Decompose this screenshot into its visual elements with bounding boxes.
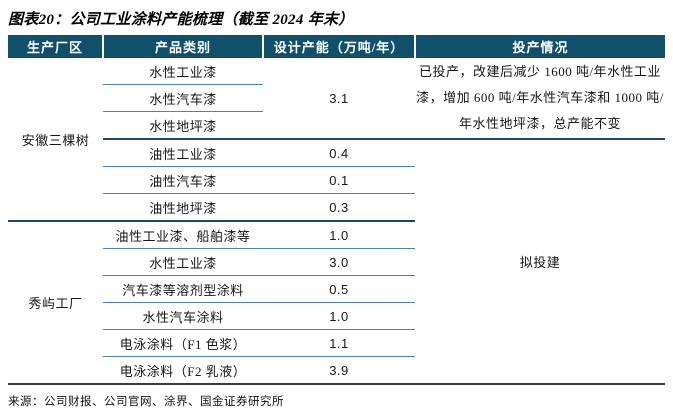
table-row: 油性汽车漆 0.1 <box>8 166 665 194</box>
capacity-cell: 1.0 <box>263 221 415 249</box>
capacity-table: 生产厂区 产品类别 设计产能（万吨/年） 投产情况 安徽三棵树 水性工业漆 3.… <box>8 35 665 385</box>
plant-cell: 安徽三棵树 <box>8 58 103 222</box>
plant-cell: 秀屿工厂 <box>28 296 83 311</box>
capacity-cell: 0.4 <box>263 139 415 167</box>
table-header-row: 生产厂区 产品类别 设计产能（万吨/年） 投产情况 <box>8 35 665 58</box>
table-row: 水性工业漆 3.0 <box>8 248 665 276</box>
product-cell: 汽车漆等溶剂型涂料 <box>103 275 263 303</box>
product-cell: 电泳涂料（F1 色浆） <box>103 329 263 357</box>
capacity-cell: 3.9 <box>329 362 349 378</box>
table-row: 安徽三棵树 水性工业漆 3.1 已投产，改建后减少 1600 吨/年水性工业漆，… <box>8 58 665 222</box>
capacity-cell: 1.1 <box>263 329 415 357</box>
product-cell: 水性汽车涂料 <box>103 302 263 330</box>
capacity-cell: 0.5 <box>263 275 415 303</box>
table-row: 电泳涂料（F2 乳液） 3.9 <box>8 357 665 385</box>
header-capacity: 设计产能（万吨/年） <box>262 35 415 58</box>
capacity-cell: 3.0 <box>263 248 415 276</box>
header-status: 投产情况 <box>414 35 665 58</box>
capacity-cell: 3.1 <box>263 58 415 140</box>
product-cell: 油性汽车漆 <box>103 166 263 194</box>
table-row: 水性地坪漆 <box>8 111 665 140</box>
table-row: 油性地坪漆 0.3 <box>8 193 665 222</box>
table-row: 水性汽车涂料 1.0 <box>8 302 665 330</box>
capacity-cell: 0.1 <box>263 166 415 194</box>
figure-title: 图表20：公司工业涂料产能梳理（截至 2024 年末） <box>8 12 354 28</box>
table-row: 汽车漆等溶剂型涂料 0.5 <box>8 275 665 303</box>
product-cell: 水性工业漆 <box>103 248 263 276</box>
status-cell: 已投产，改建后减少 1600 吨/年水性工业漆，增加 600 吨/年水性汽车漆和… <box>415 58 665 140</box>
capacity-cell: 0.3 <box>263 193 415 222</box>
product-cell: 油性地坪漆 <box>103 193 263 222</box>
product-cell: 水性工业漆 <box>103 58 263 85</box>
table-row: 水性汽车漆 <box>8 84 665 112</box>
product-cell: 油性工业漆、船舶漆等 <box>103 221 263 249</box>
header-plant: 生产厂区 <box>8 35 103 58</box>
capacity-cell: 1.0 <box>263 302 415 330</box>
product-cell: 电泳涂料（F2 乳液） <box>119 363 247 379</box>
header-product: 产品类别 <box>102 35 263 58</box>
table-row: 电泳涂料（F1 色浆） 1.1 <box>8 329 665 357</box>
product-cell: 水性汽车漆 <box>103 84 263 112</box>
status-cell: 拟投建 <box>519 255 561 270</box>
product-cell: 水性地坪漆 <box>103 111 263 140</box>
table-row: 秀屿工厂 油性工业漆、船舶漆等 1.0 <box>8 221 665 311</box>
product-cell: 油性工业漆 <box>103 139 263 167</box>
table-row: 油性工业漆 0.4 拟投建 <box>8 139 665 270</box>
source-note: 来源：公司财报、公司官网、涂界、国金证券研究所 <box>8 396 284 408</box>
